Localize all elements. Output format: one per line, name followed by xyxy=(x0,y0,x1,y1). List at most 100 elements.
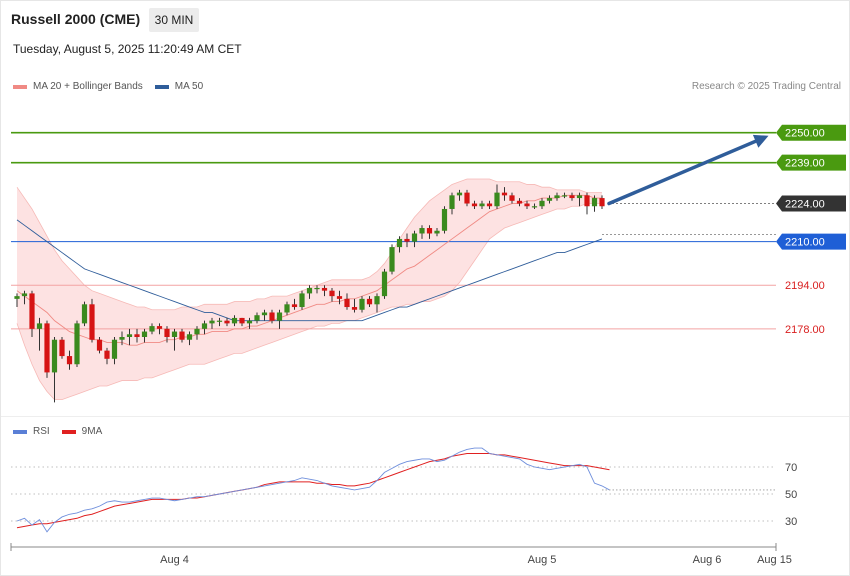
candle-body xyxy=(291,304,298,308)
chart-title: Russell 2000 (CME) xyxy=(11,11,141,27)
legend-label-9ma: 9MA xyxy=(81,426,103,437)
candle-body xyxy=(254,315,260,321)
candle-body xyxy=(471,203,478,207)
legend-item-9ma: 9MA xyxy=(61,426,103,437)
candle-body xyxy=(156,326,163,329)
candle-body xyxy=(96,339,103,351)
candle-body xyxy=(434,230,440,234)
legend-label-ma50: MA 50 xyxy=(174,81,204,92)
candle-body xyxy=(531,206,538,208)
x-tick-label-Aug-6: Aug 6 xyxy=(693,554,722,566)
candle-body xyxy=(366,298,373,305)
candle-body xyxy=(486,203,493,207)
candle-body xyxy=(51,339,58,373)
candle-body xyxy=(344,298,350,308)
candle-body xyxy=(224,320,230,324)
candle-body xyxy=(479,203,485,207)
candle-body xyxy=(561,195,568,197)
candle-body xyxy=(119,337,125,340)
candle-body xyxy=(299,293,305,308)
candle-body xyxy=(329,290,335,297)
candle-body xyxy=(494,192,500,207)
candle-body xyxy=(231,317,238,324)
candle-body xyxy=(554,195,560,199)
legend-item-ma50: MA 50 xyxy=(154,81,204,92)
rsi-level-label-30: 30 xyxy=(785,516,797,528)
candle-body xyxy=(599,198,605,207)
legend-swatch-rsi xyxy=(13,429,27,434)
x-tick-label-Aug-4: Aug 4 xyxy=(160,554,189,566)
candle-body xyxy=(29,293,35,329)
candle-body xyxy=(276,312,283,321)
candle-body xyxy=(14,296,20,299)
candle-body xyxy=(509,195,515,201)
timestamp: Tuesday, August 5, 2025 11:20:49 AM CET xyxy=(13,42,242,56)
candle-body xyxy=(419,228,425,234)
candle-body xyxy=(179,331,185,340)
candle-body xyxy=(576,195,583,199)
candle-body xyxy=(216,320,223,322)
candle-body xyxy=(359,298,365,310)
candle-body xyxy=(336,296,343,299)
candle-body xyxy=(374,296,380,305)
candle-body xyxy=(464,192,470,204)
legend-swatch-9ma xyxy=(61,429,76,434)
projection-arrow-line xyxy=(607,136,765,206)
candle-body xyxy=(201,323,208,329)
legend-label-rsi: RSI xyxy=(33,426,50,437)
level-label-2224.00: 2224.00 xyxy=(785,199,825,211)
candle-body xyxy=(134,334,140,337)
candle-body xyxy=(306,287,313,294)
candle-body xyxy=(396,238,403,248)
candle-body xyxy=(539,200,545,207)
candle-body xyxy=(569,195,575,199)
candle-body xyxy=(321,287,328,291)
timeframe-badge[interactable]: 30 MIN xyxy=(149,8,199,32)
x-tick-label-Aug-15: Aug 15 xyxy=(757,554,792,566)
candle-body xyxy=(351,307,358,310)
candle-body xyxy=(246,320,253,324)
candle-body xyxy=(44,323,50,373)
candle-body xyxy=(524,203,530,207)
level-tag-2250.00 xyxy=(776,124,846,141)
candle-body xyxy=(21,293,28,297)
candle-body xyxy=(404,238,410,242)
candle-body xyxy=(81,304,88,324)
candle-body xyxy=(66,356,73,365)
candle-body xyxy=(411,233,418,242)
candle-body xyxy=(186,334,193,340)
chart-header: Russell 2000 (CME) 30 MIN xyxy=(1,1,849,35)
candle-body xyxy=(449,195,455,209)
candle-body xyxy=(516,200,523,204)
candle-body xyxy=(389,247,395,272)
main-legend: MA 20 + Bollinger Bands MA 50 xyxy=(13,81,215,92)
level-label-2178.00: 2178.00 xyxy=(785,324,825,336)
candle-body xyxy=(284,304,290,313)
candle-body xyxy=(74,323,80,365)
level-tag-2224.00 xyxy=(776,195,846,212)
candle-body xyxy=(381,271,388,297)
projection-arrow-head xyxy=(752,134,769,148)
candle-body xyxy=(89,304,95,340)
rsi-legend: RSI 9MA xyxy=(13,426,114,437)
candle-body xyxy=(59,339,65,357)
level-tag-2239.00 xyxy=(776,154,846,171)
rsi-level-label-70: 70 xyxy=(785,462,797,474)
candle-body xyxy=(426,228,433,234)
legend-item-ma20: MA 20 + Bollinger Bands xyxy=(13,81,143,92)
ma50-line xyxy=(16,219,603,322)
level-label-2250.00: 2250.00 xyxy=(785,128,825,140)
x-tick-label-Aug-5: Aug 5 xyxy=(528,554,557,566)
candle-body xyxy=(194,328,200,335)
candle-body xyxy=(501,192,508,196)
panel-divider xyxy=(1,416,849,417)
research-credit: Research © 2025 Trading Central xyxy=(691,81,841,92)
candle-body xyxy=(456,192,463,196)
legend-item-rsi: RSI xyxy=(13,426,50,437)
legend-label-ma20: MA 20 + Bollinger Bands xyxy=(33,81,143,92)
candle-body xyxy=(239,317,245,324)
candle-body xyxy=(261,312,268,316)
level-label-2239.00: 2239.00 xyxy=(785,158,825,170)
legend-swatch-ma50 xyxy=(154,84,169,89)
